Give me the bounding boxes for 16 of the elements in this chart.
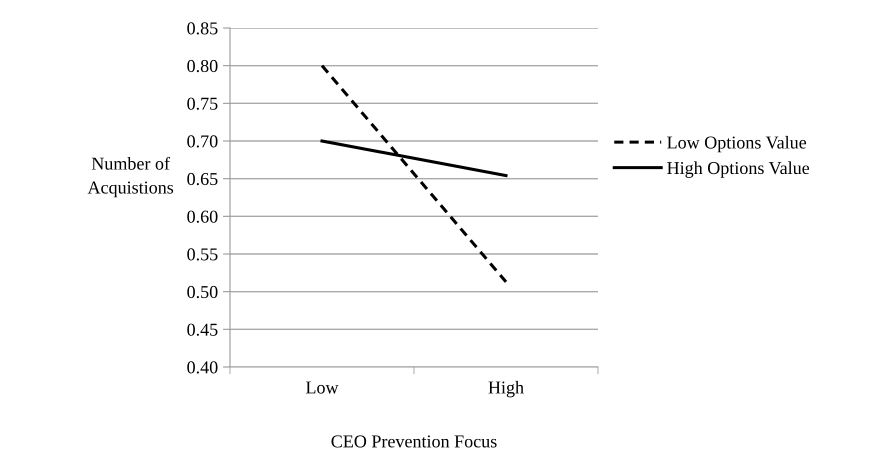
x-tick-label: Low [306,382,338,394]
y-tick-label: 0.80 [187,60,218,72]
y-tick-label: 0.70 [187,135,218,148]
y-tick-label: 0.55 [187,248,218,261]
y-tick-label: 0.40 [187,361,218,374]
y-tick-label: 0.65 [187,172,218,186]
legend-label: Low Options Value [667,136,806,152]
x-axis-title: CEO Prevention Focus [331,435,497,448]
y-tick-label: 0.75 [187,98,218,110]
x-tick-label: High [488,380,524,398]
legend-label: High Options Value [667,161,810,178]
y-tick-label: 0.50 [187,286,218,298]
y-tick-label: 0.60 [187,210,218,223]
y-tick-label: 0.45 [187,324,218,336]
y-tick-label: 0.85 [187,22,218,35]
y-axis-title: Number of Acquistions [88,156,174,198]
